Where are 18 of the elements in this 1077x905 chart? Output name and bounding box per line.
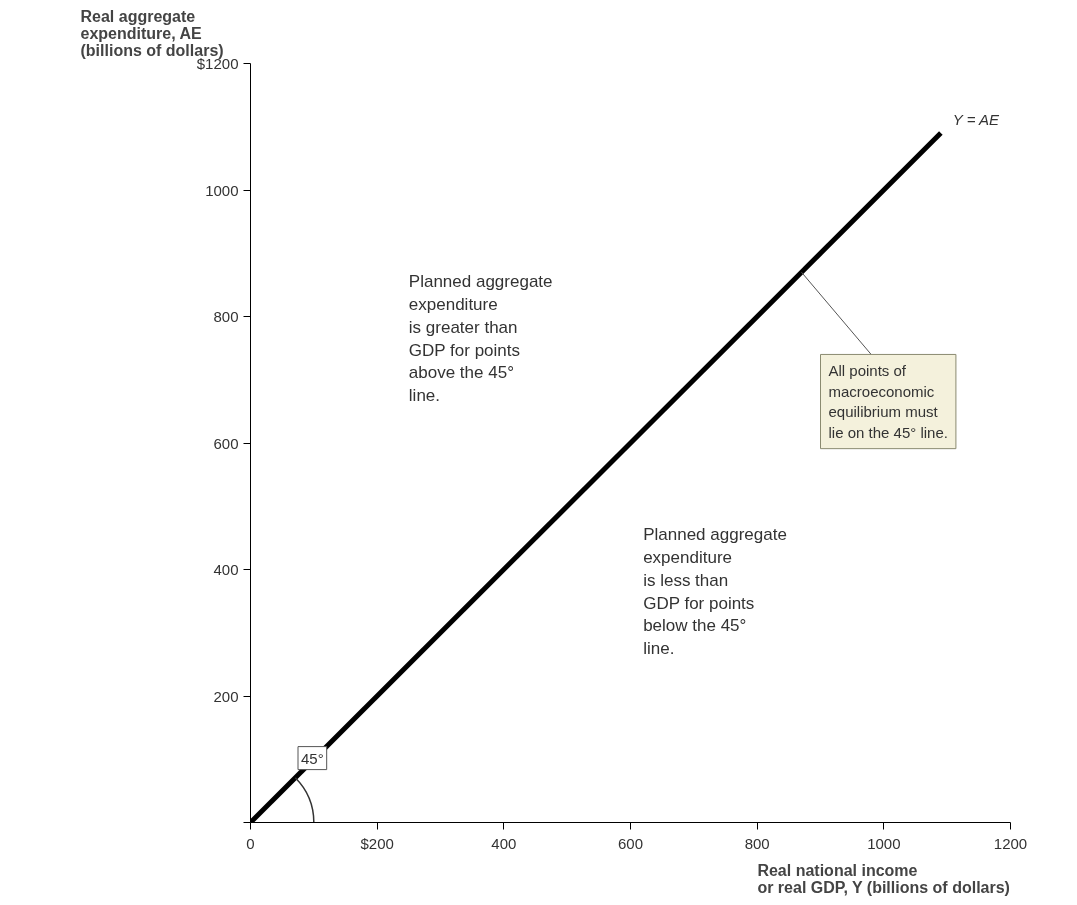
y-tick-label: 600 — [213, 434, 239, 452]
x-tick-label: 1000 — [867, 834, 901, 852]
annotation: Planned aggregate expenditure is greater than GDP for points above the 45° line. — [408, 272, 553, 406]
y-tick-label: 400 — [213, 561, 239, 578]
x-axis-title: Real national income or real GDP, Y (billions of dollars) — [757, 861, 1010, 896]
x-tick-label: 800 — [744, 834, 770, 852]
annotation: All points of macroeconomic equilibrium must lie on the 45° line. — [828, 362, 948, 441]
y-tick-label: 1000 — [205, 181, 239, 199]
y-tick-label: 800 — [213, 308, 239, 325]
annotation: Y = AE — [952, 111, 1001, 129]
x-tick-label: 1200 — [993, 834, 1028, 852]
annotation: 45° — [301, 749, 324, 767]
x-tick-label: 0 — [246, 834, 255, 852]
y-tick-label: 200 — [213, 687, 239, 705]
x-tick-label: $200 — [360, 834, 394, 852]
x-tick-label: 600 — [617, 834, 644, 852]
annotation: Planned aggregate expenditure is less than GDP for points below the 45° line. — [643, 525, 787, 659]
x-tick-label: 400 — [491, 834, 517, 852]
